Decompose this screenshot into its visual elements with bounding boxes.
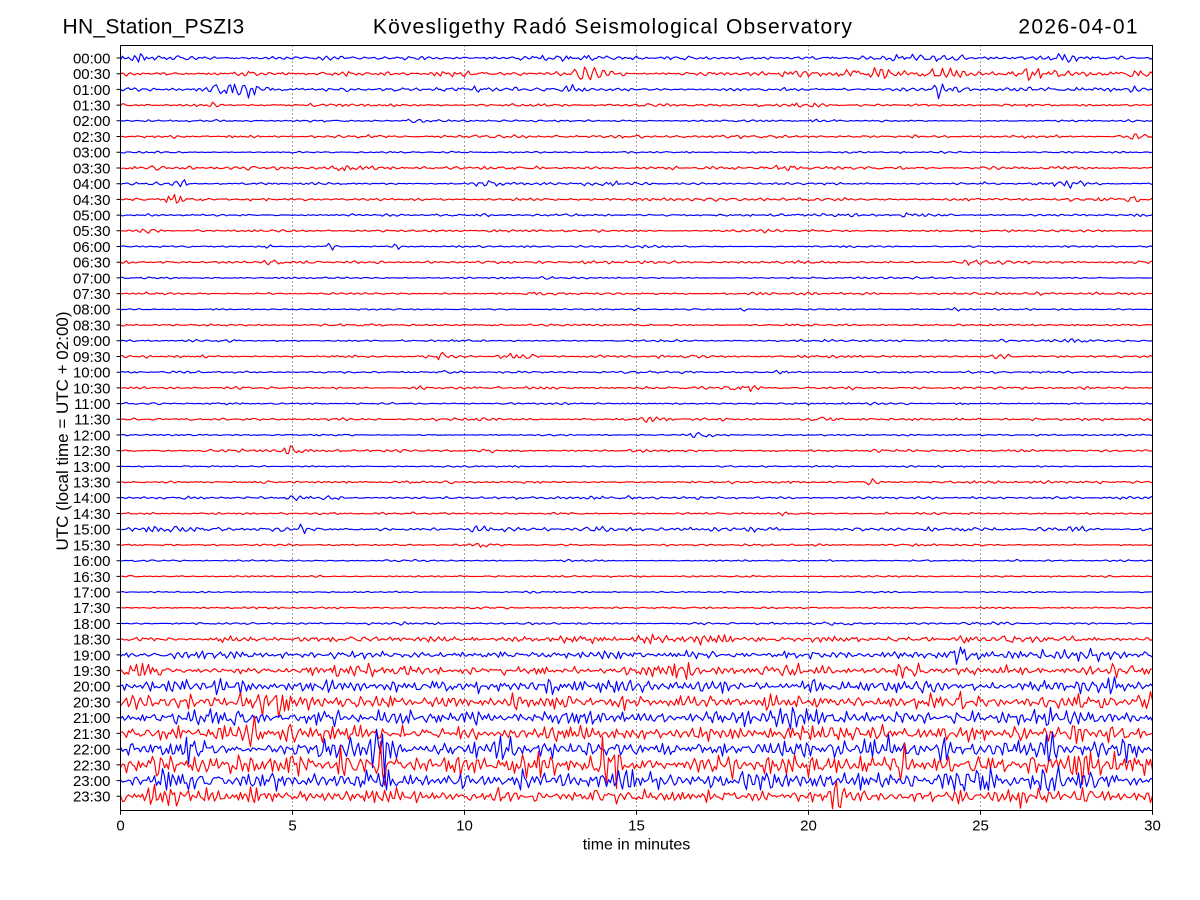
svg-text:07:30: 07:30	[73, 286, 111, 303]
svg-text:22:30: 22:30	[73, 757, 111, 774]
svg-text:12:00: 12:00	[73, 427, 111, 444]
svg-text:16:00: 16:00	[73, 553, 111, 570]
svg-text:30: 30	[1144, 818, 1161, 835]
svg-text:2026-04-01: 2026-04-01	[1018, 16, 1138, 39]
svg-text:21:30: 21:30	[73, 726, 111, 743]
svg-text:05:00: 05:00	[73, 208, 111, 225]
svg-text:06:30: 06:30	[73, 255, 111, 272]
svg-text:13:30: 13:30	[73, 475, 111, 492]
svg-text:19:00: 19:00	[73, 647, 111, 664]
svg-text:03:30: 03:30	[73, 160, 111, 177]
svg-text:20: 20	[800, 818, 817, 835]
svg-text:20:30: 20:30	[73, 694, 111, 711]
svg-text:5: 5	[288, 818, 296, 835]
svg-text:08:00: 08:00	[73, 302, 111, 319]
svg-text:10: 10	[456, 818, 473, 835]
svg-text:02:00: 02:00	[73, 113, 111, 130]
svg-text:01:30: 01:30	[73, 98, 111, 115]
svg-text:10:30: 10:30	[73, 380, 111, 397]
svg-text:15: 15	[628, 818, 645, 835]
svg-text:00:00: 00:00	[73, 50, 111, 67]
svg-text:04:30: 04:30	[73, 192, 111, 209]
svg-text:14:00: 14:00	[73, 490, 111, 507]
svg-text:01:00: 01:00	[73, 82, 111, 99]
svg-text:11:30: 11:30	[74, 412, 110, 429]
svg-text:16:30: 16:30	[73, 569, 111, 586]
svg-text:17:00: 17:00	[73, 585, 111, 602]
svg-text:18:30: 18:30	[73, 632, 111, 649]
svg-text:12:30: 12:30	[73, 443, 111, 460]
svg-text:19:30: 19:30	[73, 663, 111, 680]
svg-text:time in minutes: time in minutes	[583, 837, 691, 854]
svg-text:18:00: 18:00	[73, 616, 111, 633]
svg-text:25: 25	[972, 818, 989, 835]
svg-text:0: 0	[116, 818, 124, 835]
svg-text:22:00: 22:00	[73, 742, 111, 759]
svg-text:11:00: 11:00	[74, 396, 110, 413]
svg-text:Kövesligethy Radó Seismologica: Kövesligethy Radó Seismological Observat…	[373, 16, 853, 39]
svg-text:06:00: 06:00	[73, 239, 111, 256]
svg-text:08:30: 08:30	[73, 317, 111, 334]
svg-text:21:00: 21:00	[73, 710, 111, 727]
svg-text:00:30: 00:30	[73, 66, 111, 83]
svg-text:09:30: 09:30	[73, 349, 111, 366]
svg-text:10:00: 10:00	[73, 365, 111, 382]
svg-text:23:30: 23:30	[73, 789, 111, 806]
svg-text:13:00: 13:00	[73, 459, 111, 476]
svg-text:14:30: 14:30	[73, 506, 111, 523]
svg-text:20:00: 20:00	[73, 679, 111, 696]
svg-text:HN_Station_PSZI3: HN_Station_PSZI3	[63, 16, 245, 39]
svg-text:09:00: 09:00	[73, 333, 111, 350]
svg-text:15:30: 15:30	[73, 537, 111, 554]
svg-text:15:00: 15:00	[73, 522, 111, 539]
svg-text:03:00: 03:00	[73, 145, 111, 162]
svg-text:02:30: 02:30	[73, 129, 111, 146]
svg-text:04:00: 04:00	[73, 176, 111, 193]
svg-text:17:30: 17:30	[73, 600, 111, 617]
svg-text:07:00: 07:00	[73, 270, 111, 287]
svg-text:UTC (local time = UTC + 02:00): UTC (local time = UTC + 02:00)	[53, 311, 72, 550]
svg-text:05:30: 05:30	[73, 223, 111, 240]
svg-text:23:00: 23:00	[73, 773, 111, 790]
